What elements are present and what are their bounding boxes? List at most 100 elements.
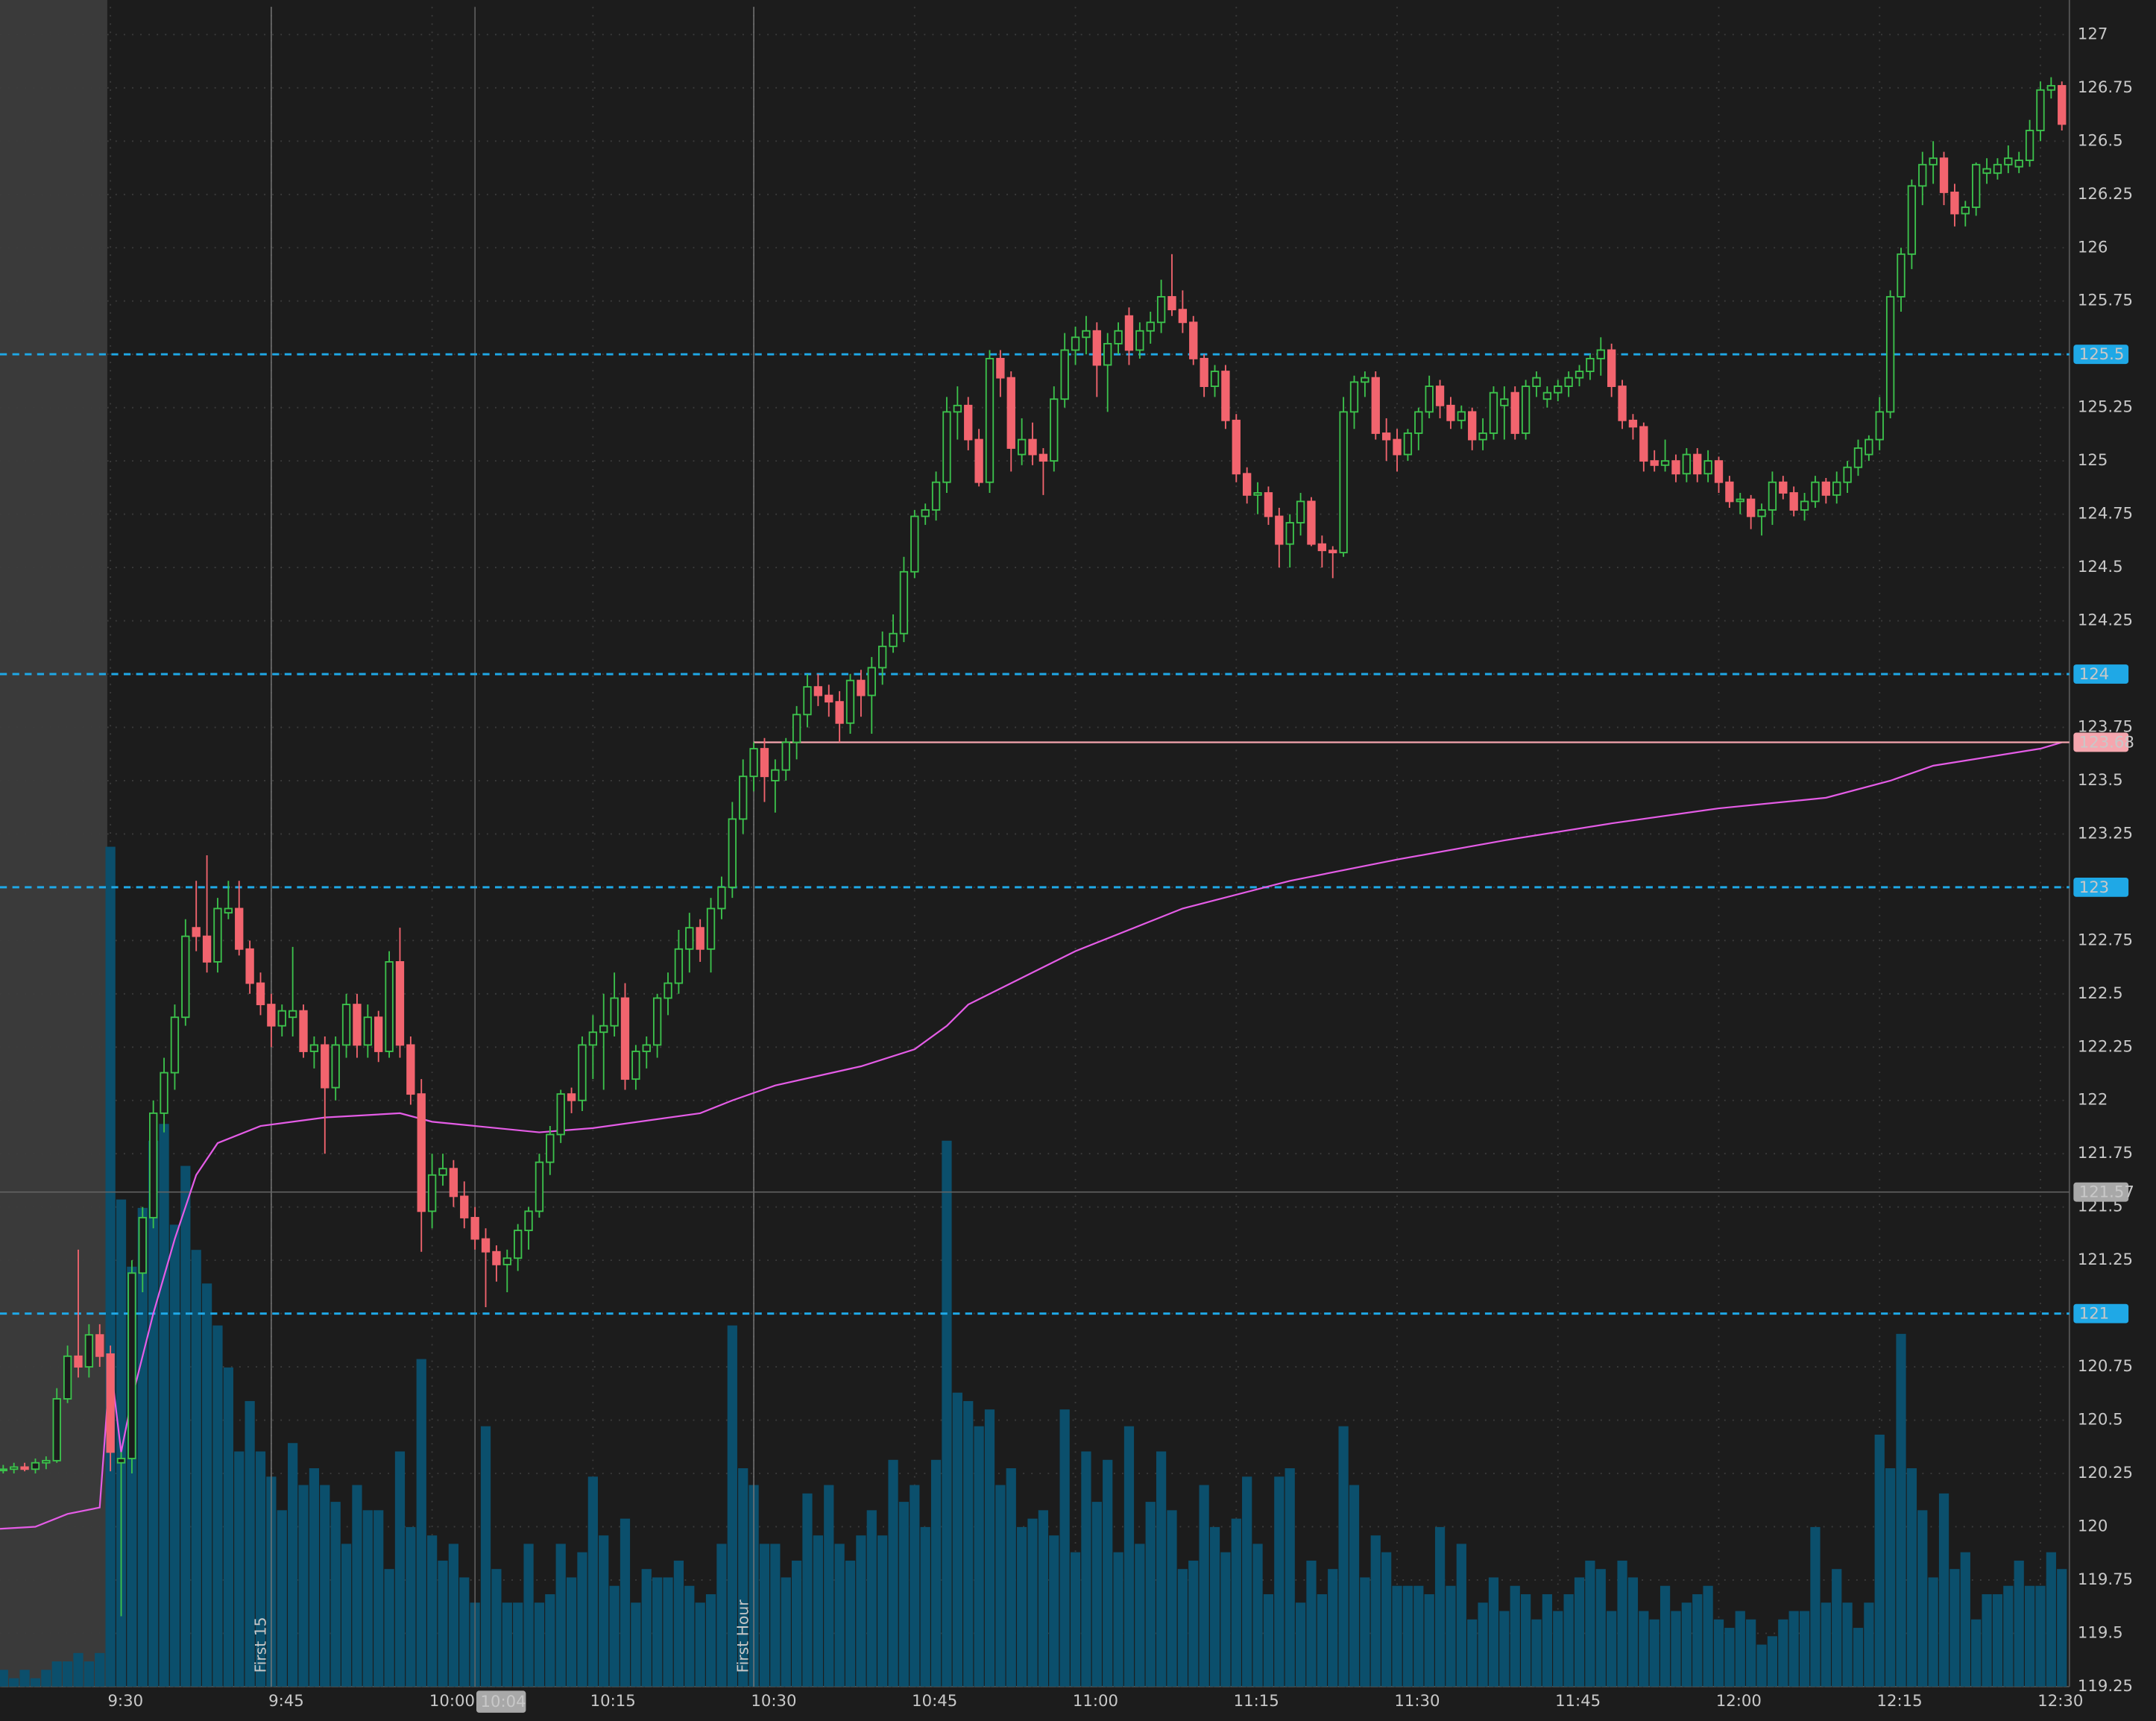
candle-body xyxy=(652,997,662,1046)
candle-body xyxy=(974,438,983,483)
candle-body xyxy=(1918,163,1927,187)
candle-body xyxy=(921,509,930,517)
candle-body xyxy=(1114,330,1123,344)
volume-bar xyxy=(888,1459,898,1687)
volume-bar xyxy=(523,1544,534,1687)
volume-bar xyxy=(426,1535,438,1687)
candle-body xyxy=(825,694,833,703)
volume-bar xyxy=(362,1510,373,1687)
candle-body xyxy=(1478,432,1487,441)
candle-body xyxy=(1939,157,1949,193)
candle-body xyxy=(213,907,222,963)
candle-body xyxy=(1050,398,1059,462)
volume-bar xyxy=(802,1493,813,1687)
candle-body xyxy=(1800,500,1809,511)
candle-body xyxy=(1200,357,1208,387)
candle-body xyxy=(1768,481,1777,511)
x-tick-label: 12:30 xyxy=(2037,1692,2083,1711)
y-tick-label: 120.25 xyxy=(2078,1464,2133,1482)
crosshair-time-box xyxy=(476,1690,526,1713)
volume-bar xyxy=(1274,1476,1285,1687)
candle-body xyxy=(2036,89,2045,131)
candle-body xyxy=(321,1044,330,1089)
volume-bar xyxy=(83,1661,94,1687)
candle-body xyxy=(942,411,951,483)
volume-bar xyxy=(942,1140,952,1687)
volume-bar xyxy=(1531,1619,1542,1687)
volume-bar xyxy=(1091,1502,1102,1687)
volume-bar xyxy=(845,1560,856,1687)
volume-bar xyxy=(1220,1552,1231,1687)
candle-body xyxy=(1811,481,1820,503)
volume-bar xyxy=(1488,1577,1499,1687)
volume-bar xyxy=(1938,1493,1949,1687)
volume-bar xyxy=(1081,1451,1091,1687)
volume-bar xyxy=(684,1585,695,1687)
candle-body xyxy=(706,907,716,950)
volume-bar xyxy=(995,1485,1006,1687)
volume-bar xyxy=(1167,1510,1177,1687)
candle-body xyxy=(1542,391,1552,400)
candle-body xyxy=(1671,460,1680,475)
candle-body xyxy=(374,1016,383,1052)
candle-body xyxy=(1393,438,1402,456)
candle-body xyxy=(202,935,212,963)
y-tick-label: 122 xyxy=(2078,1091,2108,1110)
volume-bar xyxy=(234,1451,245,1687)
volume-bar xyxy=(480,1426,491,1687)
candle-body xyxy=(546,1133,555,1163)
volume-bar xyxy=(695,1602,705,1687)
candle-body xyxy=(1982,168,1991,174)
candle-body xyxy=(813,686,823,696)
volume-bar xyxy=(2046,1552,2056,1687)
volume-bar xyxy=(384,1569,394,1687)
volume-bar xyxy=(910,1485,920,1687)
volume-bar xyxy=(770,1544,781,1687)
x-tick-label: 10:30 xyxy=(751,1692,796,1711)
candle-body xyxy=(235,907,244,950)
volume-bar xyxy=(41,1670,51,1687)
candle-body xyxy=(1693,453,1702,475)
candle-body xyxy=(2004,157,2013,166)
candle-body xyxy=(406,1044,415,1095)
level-box xyxy=(2073,1303,2129,1324)
candle-body xyxy=(1821,481,1830,496)
volume-bar xyxy=(169,1224,180,1687)
candle-body xyxy=(1446,404,1455,421)
candle-body xyxy=(224,907,233,914)
volume-bar xyxy=(1788,1611,1799,1687)
volume-bar xyxy=(705,1593,716,1687)
candle-body xyxy=(160,1072,168,1114)
candle-body xyxy=(567,1093,576,1101)
volume-bar xyxy=(1735,1611,1745,1687)
volume-bar xyxy=(1563,1593,1574,1687)
candle-body xyxy=(760,748,769,778)
volume-bar xyxy=(1381,1552,1392,1687)
volume-bar xyxy=(599,1535,609,1687)
volume-bar xyxy=(1424,1593,1434,1687)
volume-bar xyxy=(587,1476,598,1687)
volume-bar xyxy=(1724,1628,1735,1687)
candle-body xyxy=(1575,371,1584,379)
y-tick-label: 123.25 xyxy=(2078,824,2133,843)
volume-bar xyxy=(448,1544,458,1687)
volume-bar xyxy=(9,1678,19,1687)
volume-bar xyxy=(2003,1585,2014,1687)
candle-body xyxy=(1596,349,1605,359)
volume-bar xyxy=(609,1585,620,1687)
volume-bar xyxy=(1360,1577,1370,1687)
volume-bar xyxy=(963,1400,974,1687)
volume-bar xyxy=(1553,1611,1563,1687)
volume-bar xyxy=(1832,1569,1842,1687)
volume-bar xyxy=(813,1535,823,1687)
candle-body xyxy=(1275,515,1284,545)
volume-bar xyxy=(1520,1593,1531,1687)
volume-bar xyxy=(1542,1593,1552,1687)
volume-bar xyxy=(1103,1459,1113,1687)
candle-body xyxy=(1381,432,1391,441)
candle-body xyxy=(1017,438,1027,456)
y-tick-label: 124.25 xyxy=(2078,611,2133,630)
y-tick-label: 120 xyxy=(2078,1517,2108,1535)
candle-body xyxy=(631,1051,640,1080)
